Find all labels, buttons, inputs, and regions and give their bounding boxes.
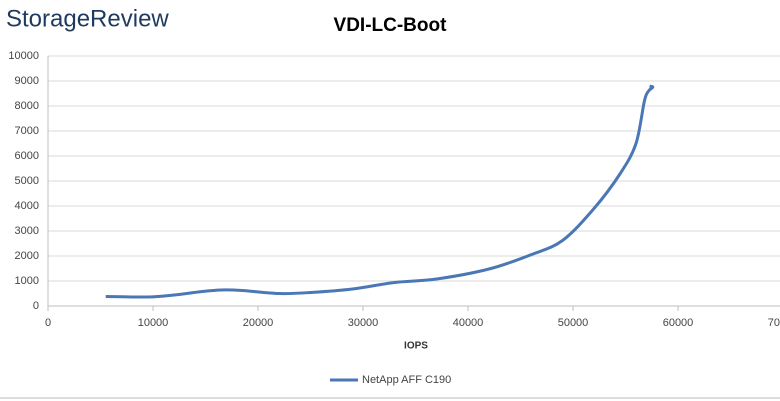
chart-title: VDI-LC-Boot bbox=[334, 15, 448, 36]
logo: StorageReview bbox=[6, 5, 169, 32]
y-tick-label: 1000 bbox=[15, 275, 39, 287]
x-tick-label: 30000 bbox=[348, 317, 379, 329]
x-tick-label: 20000 bbox=[243, 317, 274, 329]
x-tick-label: 60000 bbox=[663, 317, 694, 329]
y-tick-label: 4000 bbox=[15, 200, 39, 212]
y-tick-label: 10000 bbox=[8, 50, 39, 62]
y-tick-label: 7000 bbox=[15, 125, 39, 137]
x-tick-label: 10000 bbox=[138, 317, 169, 329]
x-tick-label: 70000 bbox=[768, 317, 780, 329]
y-tick-label: 6000 bbox=[15, 150, 39, 162]
y-tick-label: 9000 bbox=[15, 75, 39, 87]
legend-label: NetApp AFF C190 bbox=[362, 374, 451, 386]
y-tick-label: 2000 bbox=[15, 250, 39, 262]
y-tick-label: 0 bbox=[33, 300, 39, 312]
x-tick-label: 50000 bbox=[558, 317, 589, 329]
y-tick-label: 8000 bbox=[15, 100, 39, 112]
x-tick-label: 40000 bbox=[453, 317, 484, 329]
x-tick-label: 0 bbox=[45, 317, 51, 329]
data-line bbox=[105, 84, 655, 299]
y-tick-label: 5000 bbox=[15, 175, 39, 187]
y-tick-label: 3000 bbox=[15, 225, 39, 237]
x-axis-label: IOPS bbox=[404, 341, 428, 352]
